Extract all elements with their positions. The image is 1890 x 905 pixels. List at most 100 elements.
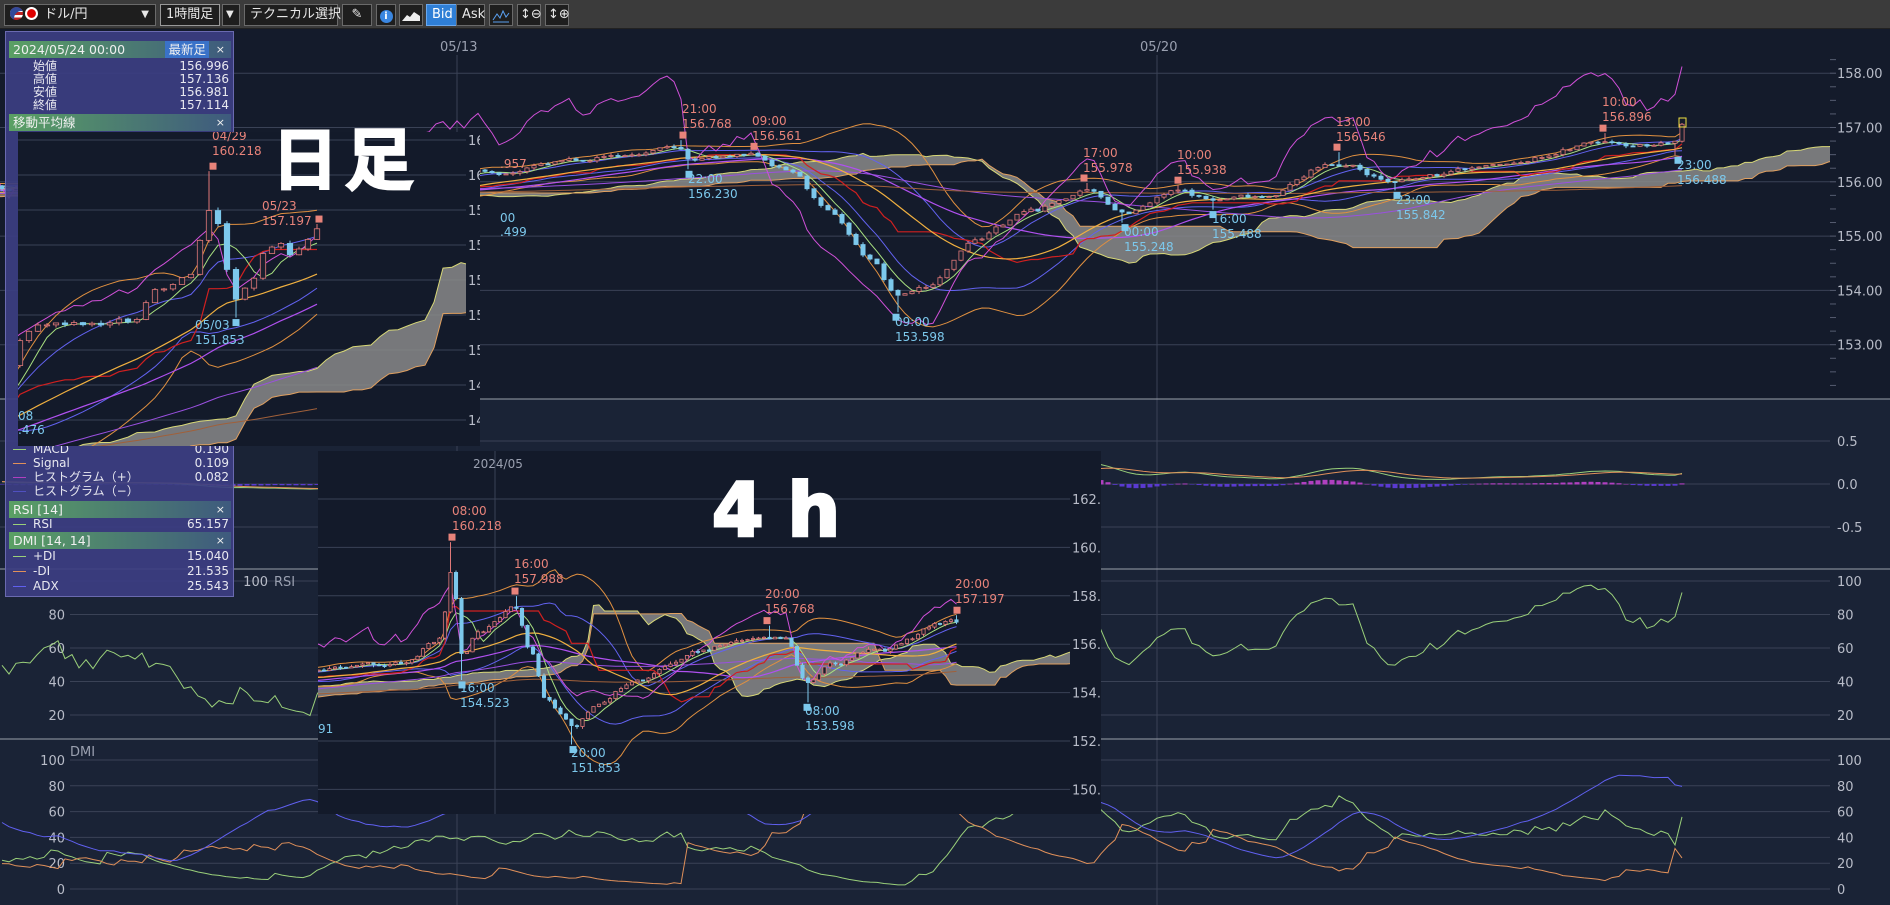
up-candle xyxy=(1560,147,1566,157)
ask-label: Ask xyxy=(462,7,486,22)
down-candle xyxy=(1371,173,1377,179)
indicator-button[interactable] xyxy=(489,4,513,26)
up-candle xyxy=(948,618,954,624)
annotation-price: 157.197 xyxy=(955,592,1005,606)
ohlc-label: 安値 xyxy=(33,85,58,99)
up-candle xyxy=(492,621,497,627)
up-candle xyxy=(585,710,591,720)
rsi-header: RSI [14] × xyxy=(9,501,231,518)
down-candle xyxy=(574,724,580,729)
ohlc-label: 終値 xyxy=(33,98,58,112)
timeframe-select[interactable]: 1時間足 xyxy=(160,4,220,26)
timeframe-dropdown-button[interactable]: ▼ xyxy=(222,4,240,26)
down-candle xyxy=(713,155,719,159)
line-swatch xyxy=(13,477,26,478)
down-candle xyxy=(833,661,838,666)
down-candle xyxy=(1392,181,1398,191)
up-candle xyxy=(951,259,957,272)
bid-button[interactable]: Bid xyxy=(426,4,457,26)
technical-select-button[interactable]: テクニカル選択 ▼ xyxy=(244,4,352,26)
up-candle xyxy=(701,649,706,653)
close-icon[interactable]: × xyxy=(215,43,225,56)
down-candle xyxy=(573,157,579,162)
4h-chart-inset: 162. 160. 158. 156. 154. 152. 150. 2024/05 08:00… xyxy=(318,451,1101,814)
down-candle xyxy=(569,718,574,745)
up-candle xyxy=(910,637,915,641)
up-candle xyxy=(1546,153,1552,159)
up-candle xyxy=(601,154,607,160)
line-swatch xyxy=(13,571,26,572)
close-icon[interactable]: × xyxy=(215,534,225,547)
up-candle xyxy=(932,622,937,629)
down-candle xyxy=(825,204,831,211)
up-candle xyxy=(1028,206,1034,213)
macd-histogram-bar xyxy=(1175,483,1181,485)
moving-average-title: 移動平均線 xyxy=(13,115,76,130)
ask-button[interactable]: Ask xyxy=(456,4,485,26)
annotation-time: 16:00 xyxy=(514,557,549,571)
vertical-zoom-in-button[interactable]: ↕⊕ xyxy=(545,4,570,26)
up-candle xyxy=(503,173,509,176)
up-candle xyxy=(259,252,267,280)
up-candle xyxy=(877,648,882,651)
down-candle xyxy=(536,652,541,677)
4h-axis-label: 150. xyxy=(1072,783,1101,798)
up-candle xyxy=(160,287,168,292)
us-flag-icon xyxy=(10,7,23,20)
macd-histogram-bar xyxy=(300,484,306,486)
up-candle xyxy=(772,636,778,640)
down-candle xyxy=(805,676,811,703)
annotation-price: 153.598 xyxy=(895,330,945,344)
up-candle xyxy=(196,239,204,276)
up-candle xyxy=(365,662,371,665)
rsi-left-axis-label: 40 xyxy=(48,676,65,691)
up-candle xyxy=(720,155,726,159)
chevron-down-icon: ▼ xyxy=(141,9,149,20)
ohlc-value: 156.981 xyxy=(179,85,229,99)
macd-histogram-bar xyxy=(1133,484,1139,489)
annotation-time: 05/03 xyxy=(195,318,230,332)
annotation-price: 156.561 xyxy=(752,129,802,143)
close-icon[interactable]: × xyxy=(215,116,225,129)
up-candle xyxy=(205,171,213,243)
macd-histogram-bar xyxy=(1623,483,1629,485)
rsi-axis-label: 40 xyxy=(1837,676,1854,691)
macd-histogram-bar xyxy=(1553,482,1559,485)
down-candle xyxy=(1119,209,1125,223)
up-candle xyxy=(657,147,663,152)
down-candle xyxy=(832,207,838,215)
down-candle xyxy=(214,207,222,227)
macd-histogram-bar xyxy=(1511,483,1517,485)
up-candle xyxy=(596,703,602,708)
up-candle xyxy=(552,161,558,166)
up-candle xyxy=(866,646,871,654)
currency-pair-select[interactable]: ドル/円 ▼ xyxy=(4,4,156,26)
up-candle xyxy=(313,224,321,241)
rsi-axis-label: 60 xyxy=(1837,642,1854,657)
down-candle xyxy=(818,196,824,208)
up-candle xyxy=(594,155,600,163)
down-candle xyxy=(640,679,646,682)
close-icon[interactable]: × xyxy=(215,503,225,516)
vertical-zoom-out-button[interactable]: ↕⊖ xyxy=(517,4,542,26)
macd-histogram-bar xyxy=(1595,482,1601,485)
draw-tool-button[interactable]: ✎ xyxy=(342,4,372,26)
line-swatch xyxy=(13,449,26,450)
down-candle xyxy=(0,185,5,192)
indicator-value: 0.082 xyxy=(194,470,229,484)
info-button[interactable]: i xyxy=(376,4,396,26)
chart-type-button[interactable] xyxy=(399,4,423,26)
macd-histogram-bar xyxy=(1504,483,1510,485)
down-candle xyxy=(453,570,459,601)
down-candle xyxy=(860,242,866,258)
area-chart-icon xyxy=(402,12,420,21)
up-candle xyxy=(1238,194,1244,199)
latest-bar-badge[interactable]: 最新足 xyxy=(165,41,209,58)
price-marker xyxy=(892,313,900,321)
down-candle xyxy=(1665,142,1671,145)
up-candle xyxy=(448,542,453,614)
macd-histogram-bar xyxy=(1238,484,1244,487)
price-marker xyxy=(750,142,758,150)
